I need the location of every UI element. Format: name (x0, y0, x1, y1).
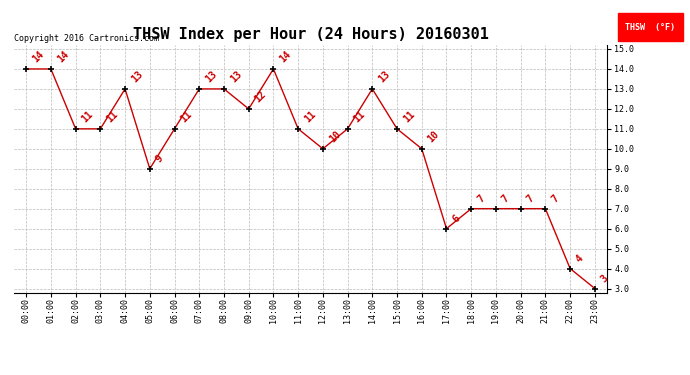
Text: 11: 11 (104, 109, 120, 124)
Text: 7: 7 (475, 193, 486, 204)
Text: 9: 9 (154, 153, 165, 165)
Text: 10: 10 (426, 129, 442, 145)
Text: 13: 13 (204, 69, 219, 85)
Text: 7: 7 (525, 193, 536, 204)
Text: 3: 3 (599, 273, 610, 284)
Text: 11: 11 (352, 109, 367, 124)
Text: 13: 13 (129, 69, 145, 85)
Text: 6: 6 (451, 213, 462, 225)
Text: 12: 12 (253, 89, 268, 105)
Title: THSW Index per Hour (24 Hours) 20160301: THSW Index per Hour (24 Hours) 20160301 (132, 27, 489, 42)
Text: 13: 13 (377, 69, 392, 85)
Text: Copyright 2016 Cartronics.com: Copyright 2016 Cartronics.com (14, 33, 159, 42)
Text: 11: 11 (401, 109, 417, 124)
Text: 14: 14 (277, 50, 293, 65)
Text: 14: 14 (55, 50, 70, 65)
Text: 11: 11 (80, 109, 95, 124)
Text: 14: 14 (30, 50, 46, 65)
Text: 7: 7 (500, 193, 511, 204)
Text: 11: 11 (179, 109, 194, 124)
Text: THSW  (°F): THSW (°F) (625, 22, 676, 32)
Text: 11: 11 (302, 109, 317, 124)
Text: 4: 4 (574, 253, 586, 264)
Text: 7: 7 (549, 193, 561, 204)
Text: 13: 13 (228, 69, 244, 85)
Text: 10: 10 (327, 129, 342, 145)
